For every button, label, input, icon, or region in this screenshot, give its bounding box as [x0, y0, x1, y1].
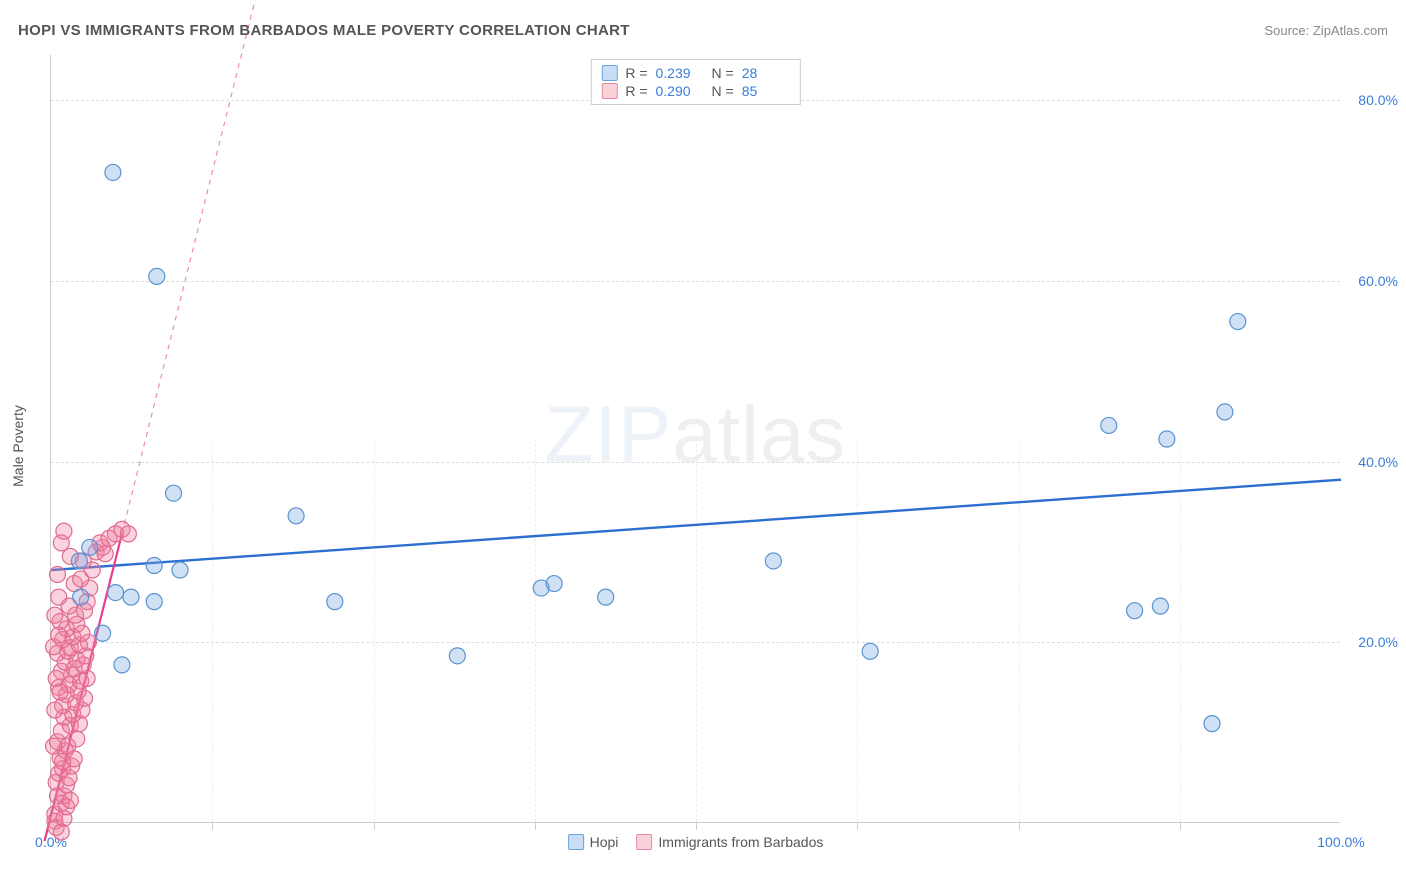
data-point — [47, 607, 63, 623]
data-point — [1217, 404, 1233, 420]
x-minor-tick — [535, 822, 536, 830]
data-point — [765, 553, 781, 569]
legend-label-hopi: Hopi — [590, 834, 619, 850]
data-point — [82, 539, 98, 555]
n-label: N = — [712, 83, 734, 99]
data-point — [166, 485, 182, 501]
data-point — [62, 792, 78, 808]
trendline-hopi — [51, 480, 1341, 570]
legend-item-barbados: Immigrants from Barbados — [636, 834, 823, 850]
data-point — [1159, 431, 1175, 447]
data-point — [73, 589, 89, 605]
chart-title: HOPI VS IMMIGRANTS FROM BARBADOS MALE PO… — [18, 22, 630, 39]
data-point — [46, 738, 62, 754]
data-point — [598, 589, 614, 605]
x-minor-tick — [1180, 822, 1181, 830]
data-point — [1230, 314, 1246, 330]
n-value-hopi: 28 — [742, 65, 790, 81]
data-point — [51, 589, 67, 605]
data-point — [449, 648, 465, 664]
swatch-pink-icon — [636, 834, 652, 850]
data-point — [1101, 417, 1117, 433]
data-point — [55, 754, 71, 770]
legend-row-barbados: R = 0.290 N = 85 — [601, 82, 789, 100]
x-tick-label: 100.0% — [1317, 834, 1364, 850]
data-point — [862, 643, 878, 659]
data-point — [108, 585, 124, 601]
plot-area: ZIPatlas 20.0%40.0%60.0%80.0%0.0%100.0% … — [50, 55, 1340, 823]
y-axis-label: Male Poverty — [10, 405, 26, 487]
r-label: R = — [625, 65, 647, 81]
data-point — [1127, 603, 1143, 619]
source-label: Source: ZipAtlas.com — [1264, 23, 1388, 38]
data-point — [146, 557, 162, 573]
n-value-barbados: 85 — [742, 83, 790, 99]
x-minor-tick — [696, 822, 697, 830]
y-tick-label: 40.0% — [1358, 454, 1398, 470]
data-point — [56, 523, 72, 539]
y-tick-label: 80.0% — [1358, 92, 1398, 108]
data-point — [97, 546, 113, 562]
legend-label-barbados: Immigrants from Barbados — [658, 834, 823, 850]
swatch-pink — [601, 83, 617, 99]
legend-row-hopi: R = 0.239 N = 28 — [601, 64, 789, 82]
n-label: N = — [712, 65, 734, 81]
data-point — [105, 164, 121, 180]
data-point — [120, 526, 136, 542]
y-tick-label: 20.0% — [1358, 634, 1398, 650]
r-value-barbados: 0.290 — [656, 83, 704, 99]
x-minor-tick — [1019, 822, 1020, 830]
data-point — [52, 684, 68, 700]
data-point — [71, 553, 87, 569]
series-legend: Hopi Immigrants from Barbados — [568, 834, 824, 850]
data-point — [546, 576, 562, 592]
data-point — [146, 594, 162, 610]
data-point — [123, 589, 139, 605]
x-minor-tick — [857, 822, 858, 830]
data-point — [114, 657, 130, 673]
data-point — [172, 562, 188, 578]
y-tick-label: 60.0% — [1358, 273, 1398, 289]
data-point — [51, 627, 67, 643]
r-label: R = — [625, 83, 647, 99]
x-minor-tick — [374, 822, 375, 830]
data-point — [95, 625, 111, 641]
swatch-blue-icon — [568, 834, 584, 850]
swatch-blue — [601, 65, 617, 81]
r-value-hopi: 0.239 — [656, 65, 704, 81]
x-minor-tick — [212, 822, 213, 830]
data-point — [47, 702, 63, 718]
data-point — [327, 594, 343, 610]
data-point — [288, 508, 304, 524]
scatter-overlay — [51, 55, 1340, 822]
data-point — [49, 567, 65, 583]
correlation-legend: R = 0.239 N = 28 R = 0.290 N = 85 — [590, 59, 800, 105]
data-point — [149, 268, 165, 284]
data-point — [53, 824, 69, 840]
legend-item-hopi: Hopi — [568, 834, 619, 850]
trendline-ext — [122, 0, 309, 534]
data-point — [1204, 716, 1220, 732]
data-point — [1152, 598, 1168, 614]
